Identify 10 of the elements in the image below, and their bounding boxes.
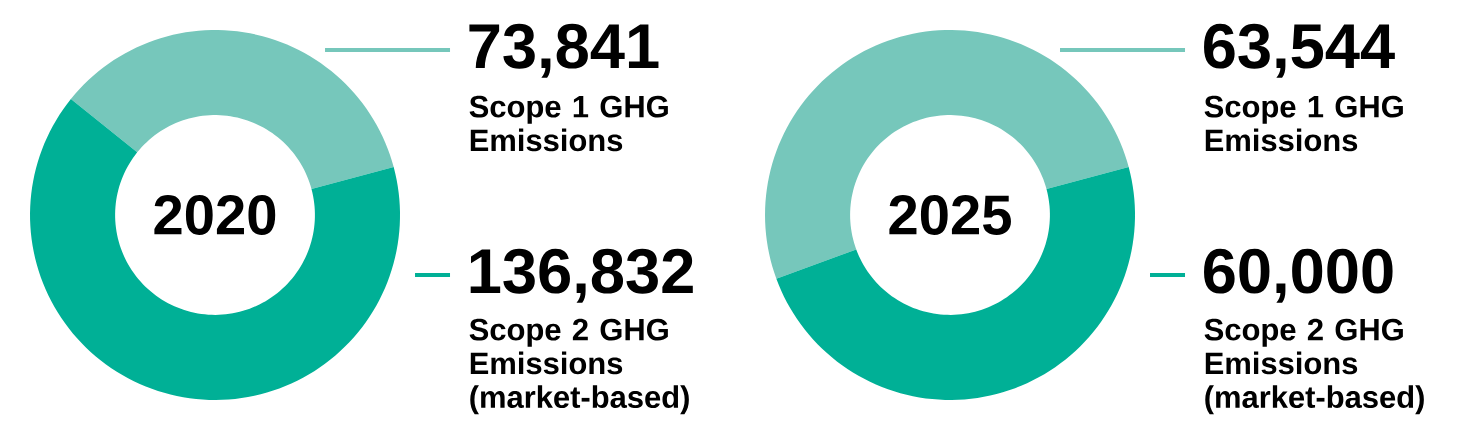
slice-label: Scope 1 GHG Emissions (1204, 95, 1403, 152)
slice-label: Scope 1 GHG Emissions (469, 95, 668, 152)
data-label: 136,832 (470, 248, 693, 303)
data-label: 63,544 (1204, 23, 1395, 78)
slice-label: Scope 2 GHG Emissions (market-based) (469, 318, 689, 415)
slice-label: Scope 2 GHG Emissions (market-based) (1204, 318, 1424, 415)
text: 2020 (154, 195, 276, 235)
data-label: 73,841 (469, 23, 659, 78)
data-label: 60,000 (1204, 248, 1393, 303)
text: 2025 (889, 195, 1011, 235)
